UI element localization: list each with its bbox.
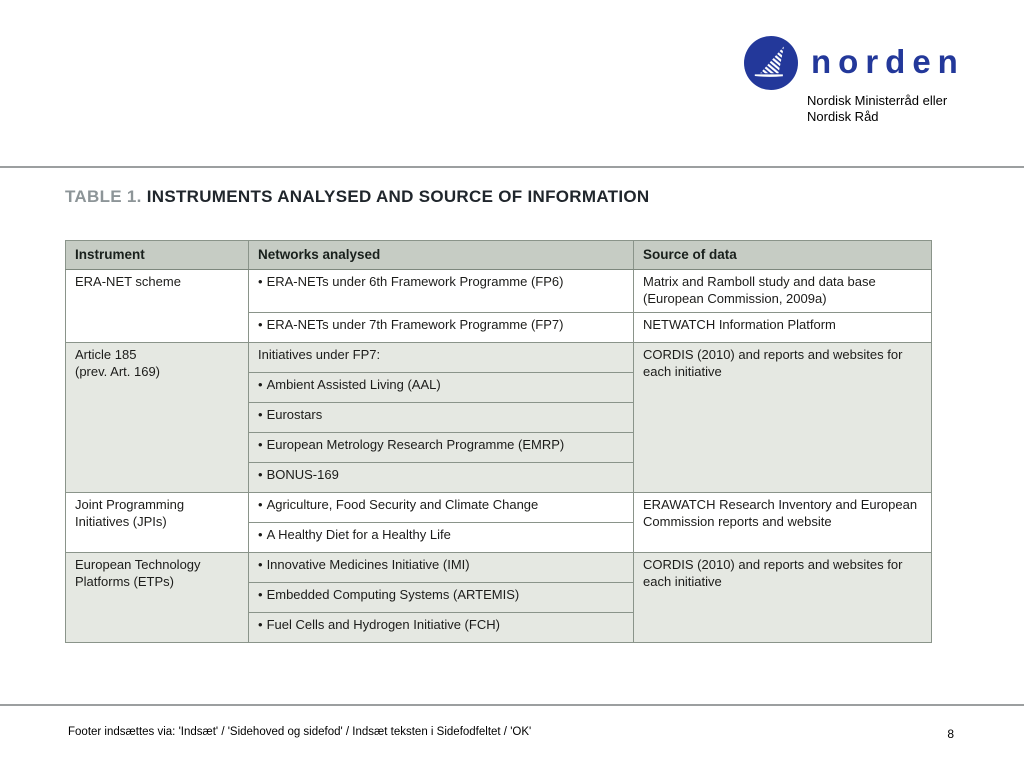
column-header-networks: Networks analysed <box>248 240 634 270</box>
network-cell: • ERA-NETs under 7th Framework Programme … <box>248 311 634 343</box>
instrument-cell: Joint Programming Initiatives (JPIs) <box>65 491 249 553</box>
table-row: Joint Programming Initiatives (JPIs) • Agr… <box>65 491 932 553</box>
bullet-icon: • <box>258 526 263 542</box>
norden-wordmark: norden <box>811 42 965 80</box>
table-row: European Technology Platforms (ETPs) • Inn… <box>65 551 932 643</box>
bullet-icon: • <box>258 586 263 602</box>
swan-circle-icon <box>744 36 798 90</box>
source-cell: NETWATCH Information Platform <box>633 311 932 343</box>
bullet-icon: • <box>258 376 263 392</box>
table-row: • Eurostars <box>66 401 932 433</box>
bullet-icon: • <box>258 406 263 422</box>
bullet-icon: • <box>258 616 263 632</box>
bottom-divider-line <box>0 704 1024 706</box>
network-cell: • Innovative Medicines Initiative (IMI) <box>248 551 634 583</box>
bullet-icon: • <box>258 466 263 482</box>
column-header-instrument: Instrument <box>65 240 249 270</box>
bullet-icon: • <box>258 316 263 332</box>
logo-caption-line2: Nordisk Råd <box>807 108 879 124</box>
table-title-text: INSTRUMENTS ANALYSED AND SOURCE OF INFOR… <box>146 187 650 206</box>
page-number: 8 <box>947 727 954 741</box>
instrument-cell: ERA-NET scheme <box>65 269 249 343</box>
source-cell: CORDIS (2010) and reports and websites f… <box>633 341 932 493</box>
norden-logo: norden Nordisk Ministerråd eller Nordisk… <box>744 36 984 125</box>
instruments-table: Instrument Networks analysed Source of dat… <box>65 240 932 643</box>
network-cell: • European Metrology Research Programme (… <box>248 431 634 463</box>
table-body: ERA-NET scheme • ERA-NETs under 6th Framew… <box>65 269 932 643</box>
column-header-source: Source of data <box>633 240 932 270</box>
logo-caption-line1: Nordisk Ministerråd eller <box>807 93 948 108</box>
source-cell: ERAWATCH Research Inventory and European… <box>633 491 932 553</box>
network-cell: • ERA-NETs under 6th Framework Programme … <box>248 269 634 313</box>
table-header-row: Instrument Networks analysed Source of dat… <box>65 240 932 270</box>
bullet-icon: • <box>258 556 263 572</box>
table-title: TABLE 1. INSTRUMENTS ANALYSED AND SOURCE… <box>65 187 649 207</box>
footer-note: Footer indsættes via: 'Indsæt' / 'Sideho… <box>68 726 532 738</box>
bullet-icon: • <box>258 496 263 512</box>
table-row: • Ambient Assisted Living (AAL) <box>66 371 932 403</box>
table-container: Instrument Networks analysed Source of dat… <box>65 240 932 643</box>
bullet-icon: • <box>258 274 263 289</box>
bullet-icon: • <box>258 436 263 452</box>
network-cell: • Fuel Cells and Hydrogen Initiative (FCH… <box>248 611 634 643</box>
network-cell: • Eurostars <box>248 401 634 433</box>
table-row: • Embedded Computing Systems (ARTEMIS) <box>66 581 932 613</box>
network-cell: • BONUS-169 <box>248 461 634 493</box>
instrument-cell: European Technology Platforms (ETPs) <box>65 551 249 643</box>
source-cell: Matrix and Ramboll study and data base (… <box>633 269 932 313</box>
table-row: • Fuel Cells and Hydrogen Initiative (FCH… <box>66 611 932 643</box>
table-row: • BONUS-169 <box>66 461 932 493</box>
table-row: • European Metrology Research Programme (… <box>66 431 932 463</box>
top-divider-line <box>0 166 1024 168</box>
network-cell: • Embedded Computing Systems (ARTEMIS) <box>248 581 634 613</box>
instrument-cell: Article 185 (prev. Art. 169) <box>65 341 249 493</box>
table-row: • ERA-NETs under 7th Framework Programme … <box>66 311 932 343</box>
table-row: • A Healthy Diet for a Healthy Life <box>66 521 932 553</box>
logo-caption: Nordisk Ministerråd eller Nordisk Råd <box>807 93 984 125</box>
table-title-prefix: TABLE 1. <box>65 187 142 206</box>
source-cell: CORDIS (2010) and reports and websites f… <box>633 551 932 643</box>
table-row: ERA-NET scheme • ERA-NETs under 6th Framew… <box>65 269 932 343</box>
network-cell: Initiatives under FP7: <box>248 341 634 373</box>
table-row: Article 185 (prev. Art. 169) Initiatives … <box>65 341 932 493</box>
network-cell: • A Healthy Diet for a Healthy Life <box>248 521 634 553</box>
network-cell: • Ambient Assisted Living (AAL) <box>248 371 634 403</box>
network-cell: • Agriculture, Food Security and Climate … <box>248 491 634 523</box>
